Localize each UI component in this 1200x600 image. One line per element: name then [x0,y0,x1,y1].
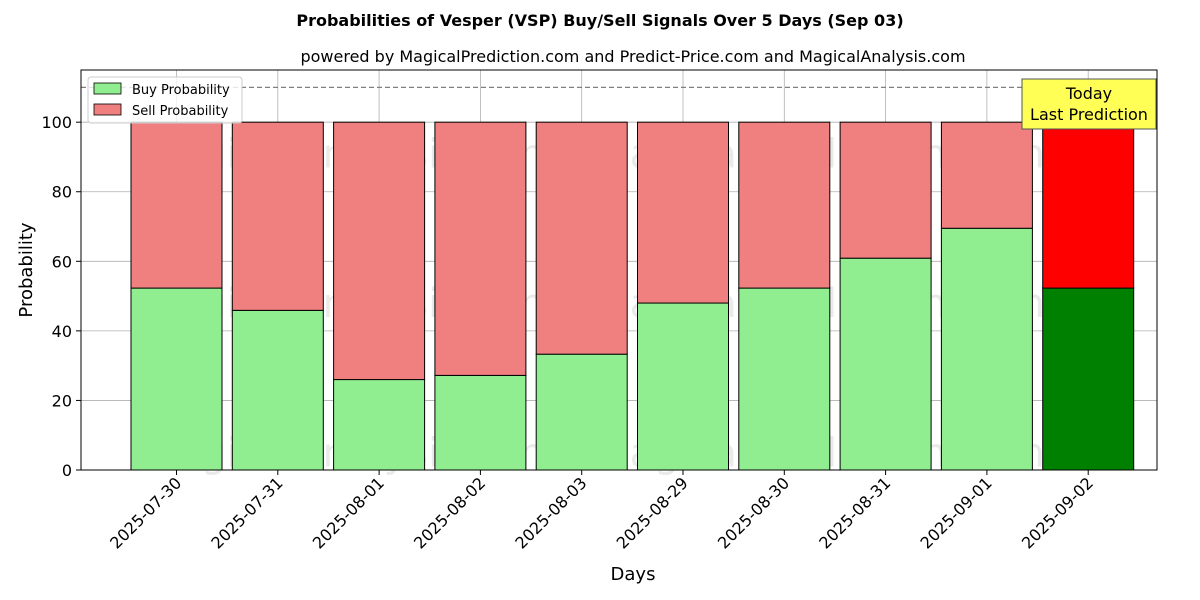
bar-sell [130,121,223,289]
legend-box [87,76,243,124]
y-tick-label: 20 [52,391,72,410]
y-axis-ticks: 0 20 40 60 80 100 [41,113,81,480]
bar-buy [738,287,831,471]
x-tick-label: 2025-08-29 [613,473,692,552]
y-tick-label: 100 [41,113,72,132]
x-tick-label: 2025-09-01 [917,473,996,552]
x-tick-label: 2025-07-30 [106,473,185,552]
bar-buy [434,374,527,471]
bar-buy [231,309,324,471]
today-annotation: Today Last Prediction [1021,78,1157,130]
bar-buy [333,379,426,471]
bar-buy [839,257,932,471]
x-tick-label: 2025-08-02 [410,473,489,552]
y-tick-label: 40 [52,322,72,341]
bar-sell [940,121,1033,229]
chart-subtitle: powered by MagicalPrediction.com and Pre… [300,47,965,66]
y-tick-label: 0 [62,461,72,480]
bar-sell [637,121,729,304]
y-axis-label: Probability [16,222,37,317]
legend: Buy Probability Sell Probability [87,76,243,124]
x-tick-label: 2025-08-03 [511,473,590,552]
bar-buy [1042,287,1135,471]
chart-title: Probabilities of Vesper (VSP) Buy/Sell S… [296,11,903,30]
legend-label-sell: Sell Probability [132,104,229,119]
bar-sell [333,121,426,381]
x-axis-ticks: 2025-07-30 2025-07-31 2025-08-01 2025-08-02… [106,470,1097,553]
y-tick-label: 60 [52,252,72,271]
bar-buy [637,302,729,471]
x-tick-label: 2025-09-02 [1018,473,1097,552]
x-tick-label: 2025-08-31 [815,473,894,552]
bar-sell [738,121,831,289]
bar-sell [434,121,527,376]
bar-sell [839,121,932,259]
legend-label-buy: Buy Probability [132,83,230,98]
y-tick-label: 80 [52,183,72,202]
annotation-line-today: Today [1065,84,1112,103]
legend-swatch-buy [93,82,122,95]
annotation-line-last-prediction: Last Prediction [1030,105,1148,124]
plot-frame [80,69,1158,471]
x-tick-label: 2025-08-30 [714,473,793,552]
x-axis-label: Days [611,564,656,585]
x-tick-label: 2025-07-31 [207,473,286,552]
x-tick-label: 2025-08-01 [309,473,388,552]
bar-buy [130,287,223,471]
bar-layer [130,121,1135,471]
legend-swatch-sell [93,103,122,116]
bar-buy [535,353,628,471]
bar-sell [535,121,628,355]
bar-buy [940,227,1033,471]
annotation-box [1021,78,1157,130]
bar-sell [1042,121,1135,289]
bar-sell [231,121,324,311]
